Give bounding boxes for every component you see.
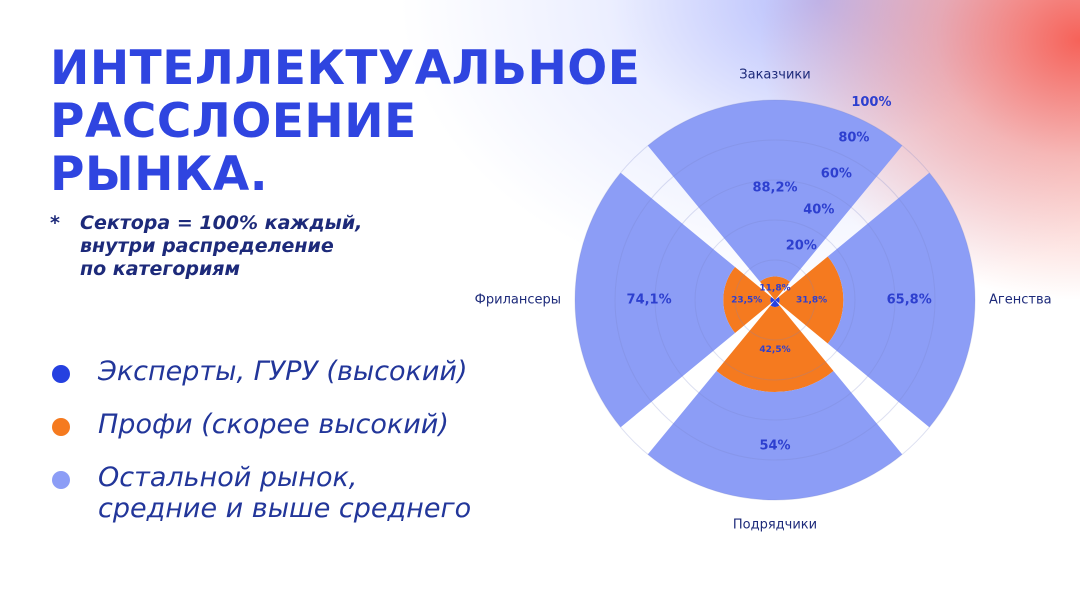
sector xyxy=(770,300,780,308)
legend-label: Профи (скорее высокий) xyxy=(98,409,449,440)
sector xyxy=(647,370,903,500)
grid-circle xyxy=(574,99,976,501)
sector xyxy=(778,256,844,344)
legend-swatch xyxy=(52,471,70,489)
legend-swatch xyxy=(52,365,70,383)
grid-circle xyxy=(734,259,816,341)
category-label: Заказчики xyxy=(739,68,810,83)
value-label: 88,2% xyxy=(752,181,797,196)
note-marker: * xyxy=(50,212,60,234)
value-label: 54% xyxy=(759,439,790,454)
category-label: Агенства xyxy=(989,293,1052,308)
legend-swatch xyxy=(52,418,70,436)
sector xyxy=(647,99,903,282)
sector xyxy=(723,267,772,333)
sector xyxy=(575,172,736,428)
r-tick-label: 20% xyxy=(786,239,817,254)
title-line: РЫНКА. xyxy=(50,147,269,202)
title: ИНТЕЛЛЕКТУАЛЬНОЕ РАССЛОЕНИЕ РЫНКА. xyxy=(50,42,640,201)
sector xyxy=(759,276,791,300)
r-tick-label: 40% xyxy=(803,203,834,218)
sector xyxy=(770,296,775,304)
legend-label: Эксперты, ГУРУ (высокий) xyxy=(98,356,468,387)
value-label: 11,8% xyxy=(759,284,790,294)
value-label: 74,1% xyxy=(627,293,672,308)
sector xyxy=(716,305,834,393)
category-label: Фрилансеры xyxy=(475,293,561,308)
sector xyxy=(827,172,975,428)
value-label: 65,8% xyxy=(887,293,932,308)
grid-circle xyxy=(694,219,856,381)
grid-circle xyxy=(654,179,896,421)
title-line: ИНТЕЛЛЕКТУАЛЬНОЕ xyxy=(50,41,641,96)
value-label: 42,5% xyxy=(759,345,790,355)
grid-circle xyxy=(614,139,936,461)
r-tick-label: 100% xyxy=(851,95,891,110)
sector xyxy=(775,296,780,304)
value-label: 23,5% xyxy=(731,296,762,306)
value-label: 31,8% xyxy=(796,296,827,306)
r-tick-label: 80% xyxy=(838,131,869,146)
r-tick-label: 60% xyxy=(821,167,852,182)
note-text: Сектора = 100% каждый, внутри распределе… xyxy=(80,212,363,280)
category-label: Подрядчики xyxy=(733,518,817,533)
legend-label: Остальной рынок, средние и выше среднего xyxy=(98,462,472,524)
title-line: РАССЛОЕНИЕ xyxy=(50,94,417,149)
